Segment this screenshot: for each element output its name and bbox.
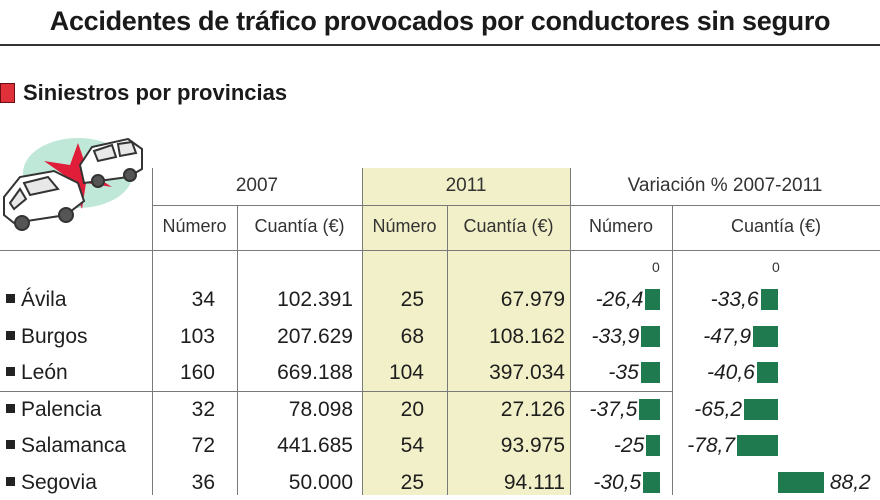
- province-label: Palencia: [21, 398, 102, 421]
- section-label: Siniestros por provincias: [23, 80, 287, 106]
- section-heading: Siniestros por provincias: [0, 80, 287, 106]
- province-name: Palencia: [6, 393, 102, 427]
- province-name: Ávila: [6, 283, 67, 317]
- cuantia-2007-cell: 441.685: [237, 429, 353, 463]
- province-label: León: [21, 361, 68, 384]
- numero-2011-cell: 25: [362, 283, 424, 317]
- bullet-icon: [6, 367, 15, 376]
- title-divider: [0, 44, 880, 46]
- variation-numero-bar: [643, 472, 660, 493]
- variation-cuantia-bar: [737, 435, 778, 456]
- section-marker-icon: [0, 83, 15, 103]
- numero-2011-cell: 54: [362, 429, 424, 463]
- cuantia-2007-cell: 207.629: [237, 320, 353, 354]
- page-title: Accidentes de tráfico provocados por con…: [0, 6, 880, 37]
- variation-numero-bar: [646, 435, 660, 456]
- province-label: Salamanca: [21, 434, 126, 457]
- numero-2007-cell: 160: [152, 356, 215, 390]
- numero-2007-cell: 34: [152, 283, 215, 317]
- bullet-icon: [6, 477, 15, 486]
- zero-label-cuantia: 0: [772, 259, 780, 275]
- variation-cuantia-label: -33,6: [672, 283, 759, 317]
- numero-2007-cell: 103: [152, 320, 215, 354]
- numero-2011-cell: 20: [362, 393, 424, 427]
- variation-numero-label: -26,4: [560, 283, 643, 317]
- variation-numero-label: -35: [560, 356, 639, 390]
- cuantia-2011-cell: 108.162: [447, 320, 565, 354]
- variation-cuantia-label: -47,9: [672, 320, 751, 354]
- province-label: Segovia: [21, 471, 97, 494]
- variation-cuantia-bar: [761, 289, 778, 310]
- header-numero-2007: Número: [152, 210, 237, 242]
- cuantia-2011-cell: 93.975: [447, 429, 565, 463]
- variation-cuantia-bar: [757, 362, 778, 383]
- header-2011: 2011: [362, 172, 570, 200]
- cuantia-2011-cell: 67.979: [447, 283, 565, 317]
- cuantia-2011-cell: 397.034: [447, 356, 565, 390]
- variation-numero-bar: [641, 326, 660, 347]
- variation-numero-label: -37,5: [560, 393, 637, 427]
- header-cuantia-2007: Cuantía (€): [237, 210, 362, 242]
- variation-numero-label: -25: [560, 429, 644, 463]
- zero-label-numero: 0: [652, 259, 660, 275]
- divider: [0, 391, 672, 392]
- variation-cuantia-bar: [744, 399, 778, 420]
- variation-numero-bar: [645, 289, 660, 310]
- variation-numero-bar: [641, 362, 660, 383]
- variation-cuantia-bar: [753, 326, 778, 347]
- bullet-icon: [6, 294, 15, 303]
- province-name: León: [6, 356, 68, 390]
- province-label: Ávila: [21, 288, 67, 311]
- header-numero-2011: Número: [362, 210, 447, 242]
- bullet-icon: [6, 331, 15, 340]
- header-2007: 2007: [152, 172, 362, 200]
- numero-2007-cell: 32: [152, 393, 215, 427]
- header-numero-variation: Número: [570, 210, 672, 242]
- province-label: Burgos: [21, 325, 88, 348]
- bullet-icon: [6, 404, 15, 413]
- cuantia-2007-cell: 78.098: [237, 393, 353, 427]
- variation-numero-label: -33,9: [560, 320, 639, 354]
- numero-2011-cell: 104: [362, 356, 424, 390]
- header-cuantia-variation: Cuantía (€): [672, 210, 880, 242]
- cuantia-2007-cell: 669.188: [237, 356, 353, 390]
- header-variation: Variación % 2007-2011: [570, 172, 880, 200]
- province-name: Burgos: [6, 320, 88, 354]
- numero-2011-cell: 68: [362, 320, 424, 354]
- variation-cuantia-bar: [778, 472, 824, 493]
- car-crash-icon: [0, 125, 150, 245]
- header-cuantia-2011: Cuantía (€): [447, 210, 570, 242]
- cuantia-2011-cell: 27.126: [447, 393, 565, 427]
- cuantia-2007-cell: 102.391: [237, 283, 353, 317]
- variation-cuantia-label: -40,6: [672, 356, 755, 390]
- divider: [0, 250, 880, 251]
- divider: [152, 205, 880, 206]
- variation-cuantia-label: -78,7: [672, 429, 735, 463]
- variation-numero-bar: [639, 399, 660, 420]
- province-name: Salamanca: [6, 429, 126, 463]
- bullet-icon: [6, 440, 15, 449]
- variation-cuantia-label: -65,2: [672, 393, 742, 427]
- numero-2007-cell: 72: [152, 429, 215, 463]
